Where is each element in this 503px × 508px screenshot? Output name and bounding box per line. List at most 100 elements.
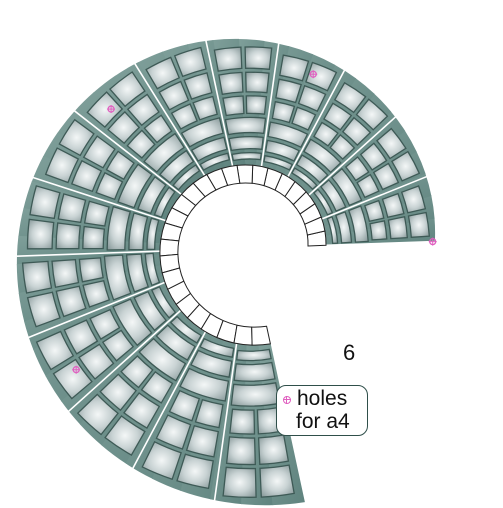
tile: [329, 133, 356, 161]
tile: [138, 337, 187, 382]
tile: [190, 136, 228, 162]
tile: [82, 279, 111, 308]
tile: [82, 225, 106, 250]
tile: [355, 98, 389, 131]
tile: [141, 440, 182, 481]
tile: [230, 382, 281, 407]
tile: [245, 71, 270, 94]
tile: [323, 102, 353, 131]
glue-tab: [233, 324, 253, 346]
tile: [213, 46, 243, 72]
hole-marker-icon: [283, 396, 291, 404]
hole-marker-icon: [107, 105, 116, 114]
tile: [381, 192, 405, 218]
tile: [271, 100, 296, 124]
tile: [264, 139, 300, 162]
column-divider: [205, 40, 234, 167]
tile: [108, 71, 146, 108]
tile: [78, 343, 115, 380]
tile: [225, 436, 256, 466]
tile: [52, 358, 93, 400]
tile: [233, 361, 276, 382]
tile: [194, 398, 224, 429]
tile: [347, 205, 369, 243]
tile: [291, 167, 318, 191]
tile: [303, 138, 342, 174]
tile: [326, 215, 339, 245]
tile: [359, 142, 388, 171]
tile: [155, 324, 196, 361]
tile: [70, 159, 103, 193]
tile: [123, 392, 161, 429]
tile: [295, 154, 329, 184]
tile: [341, 116, 372, 147]
glue-tab: [251, 325, 271, 346]
tile: [224, 116, 267, 136]
tile: [63, 319, 99, 355]
tile: [86, 91, 124, 129]
tile: [400, 185, 427, 214]
tile: [168, 389, 201, 422]
tile: [275, 78, 303, 104]
tile: [76, 393, 119, 436]
tile: [153, 186, 176, 219]
tile: [105, 150, 135, 181]
tile: [44, 147, 80, 184]
tile: [344, 156, 370, 182]
glue-tab: [159, 238, 180, 257]
band-segment: [61, 306, 186, 425]
tile: [180, 117, 224, 148]
tile: [120, 355, 154, 389]
tile: [35, 330, 75, 371]
tile: [257, 434, 290, 465]
tile: [369, 220, 388, 241]
tile: [330, 167, 363, 207]
column-divider: [260, 43, 280, 167]
column-divider: [16, 250, 160, 257]
column-divider: [321, 175, 428, 220]
tile: [218, 71, 244, 96]
tile: [279, 54, 310, 82]
tile: [112, 298, 153, 347]
tile: [312, 188, 334, 216]
tile: [126, 129, 156, 159]
tile: [146, 217, 160, 251]
tile: [333, 81, 367, 114]
tile: [29, 185, 61, 220]
tile: [158, 149, 195, 184]
column-divider: [73, 110, 182, 196]
tile: [83, 200, 110, 227]
column-divider: [308, 116, 397, 196]
tile: [144, 252, 161, 287]
tile: [387, 216, 408, 240]
tile: [78, 257, 104, 283]
tile: [244, 46, 273, 71]
tile: [199, 152, 231, 171]
tile: [183, 72, 213, 100]
tile: [356, 173, 380, 199]
holes-label: holes: [297, 387, 348, 410]
hole-marker-icon: [428, 237, 437, 246]
column-divider: [132, 331, 207, 469]
tile: [173, 46, 207, 78]
band-segment: [93, 75, 198, 188]
holes-legend: holes for a4: [276, 385, 368, 436]
tile: [89, 308, 121, 340]
hole-markers: [72, 70, 437, 374]
tile: [291, 106, 317, 131]
tile: [179, 367, 230, 402]
tile: [143, 114, 173, 144]
hole-marker-icon: [309, 70, 318, 79]
tile: [99, 373, 138, 412]
column-divider: [287, 69, 346, 178]
inner-tab-ring: [159, 164, 327, 346]
tile: [259, 464, 295, 498]
tile: [26, 291, 61, 328]
tile: [133, 290, 168, 332]
tile: [185, 424, 220, 458]
tile: [158, 80, 190, 111]
tile: [58, 118, 95, 157]
band-segment: [306, 111, 406, 201]
tile: [263, 154, 294, 171]
